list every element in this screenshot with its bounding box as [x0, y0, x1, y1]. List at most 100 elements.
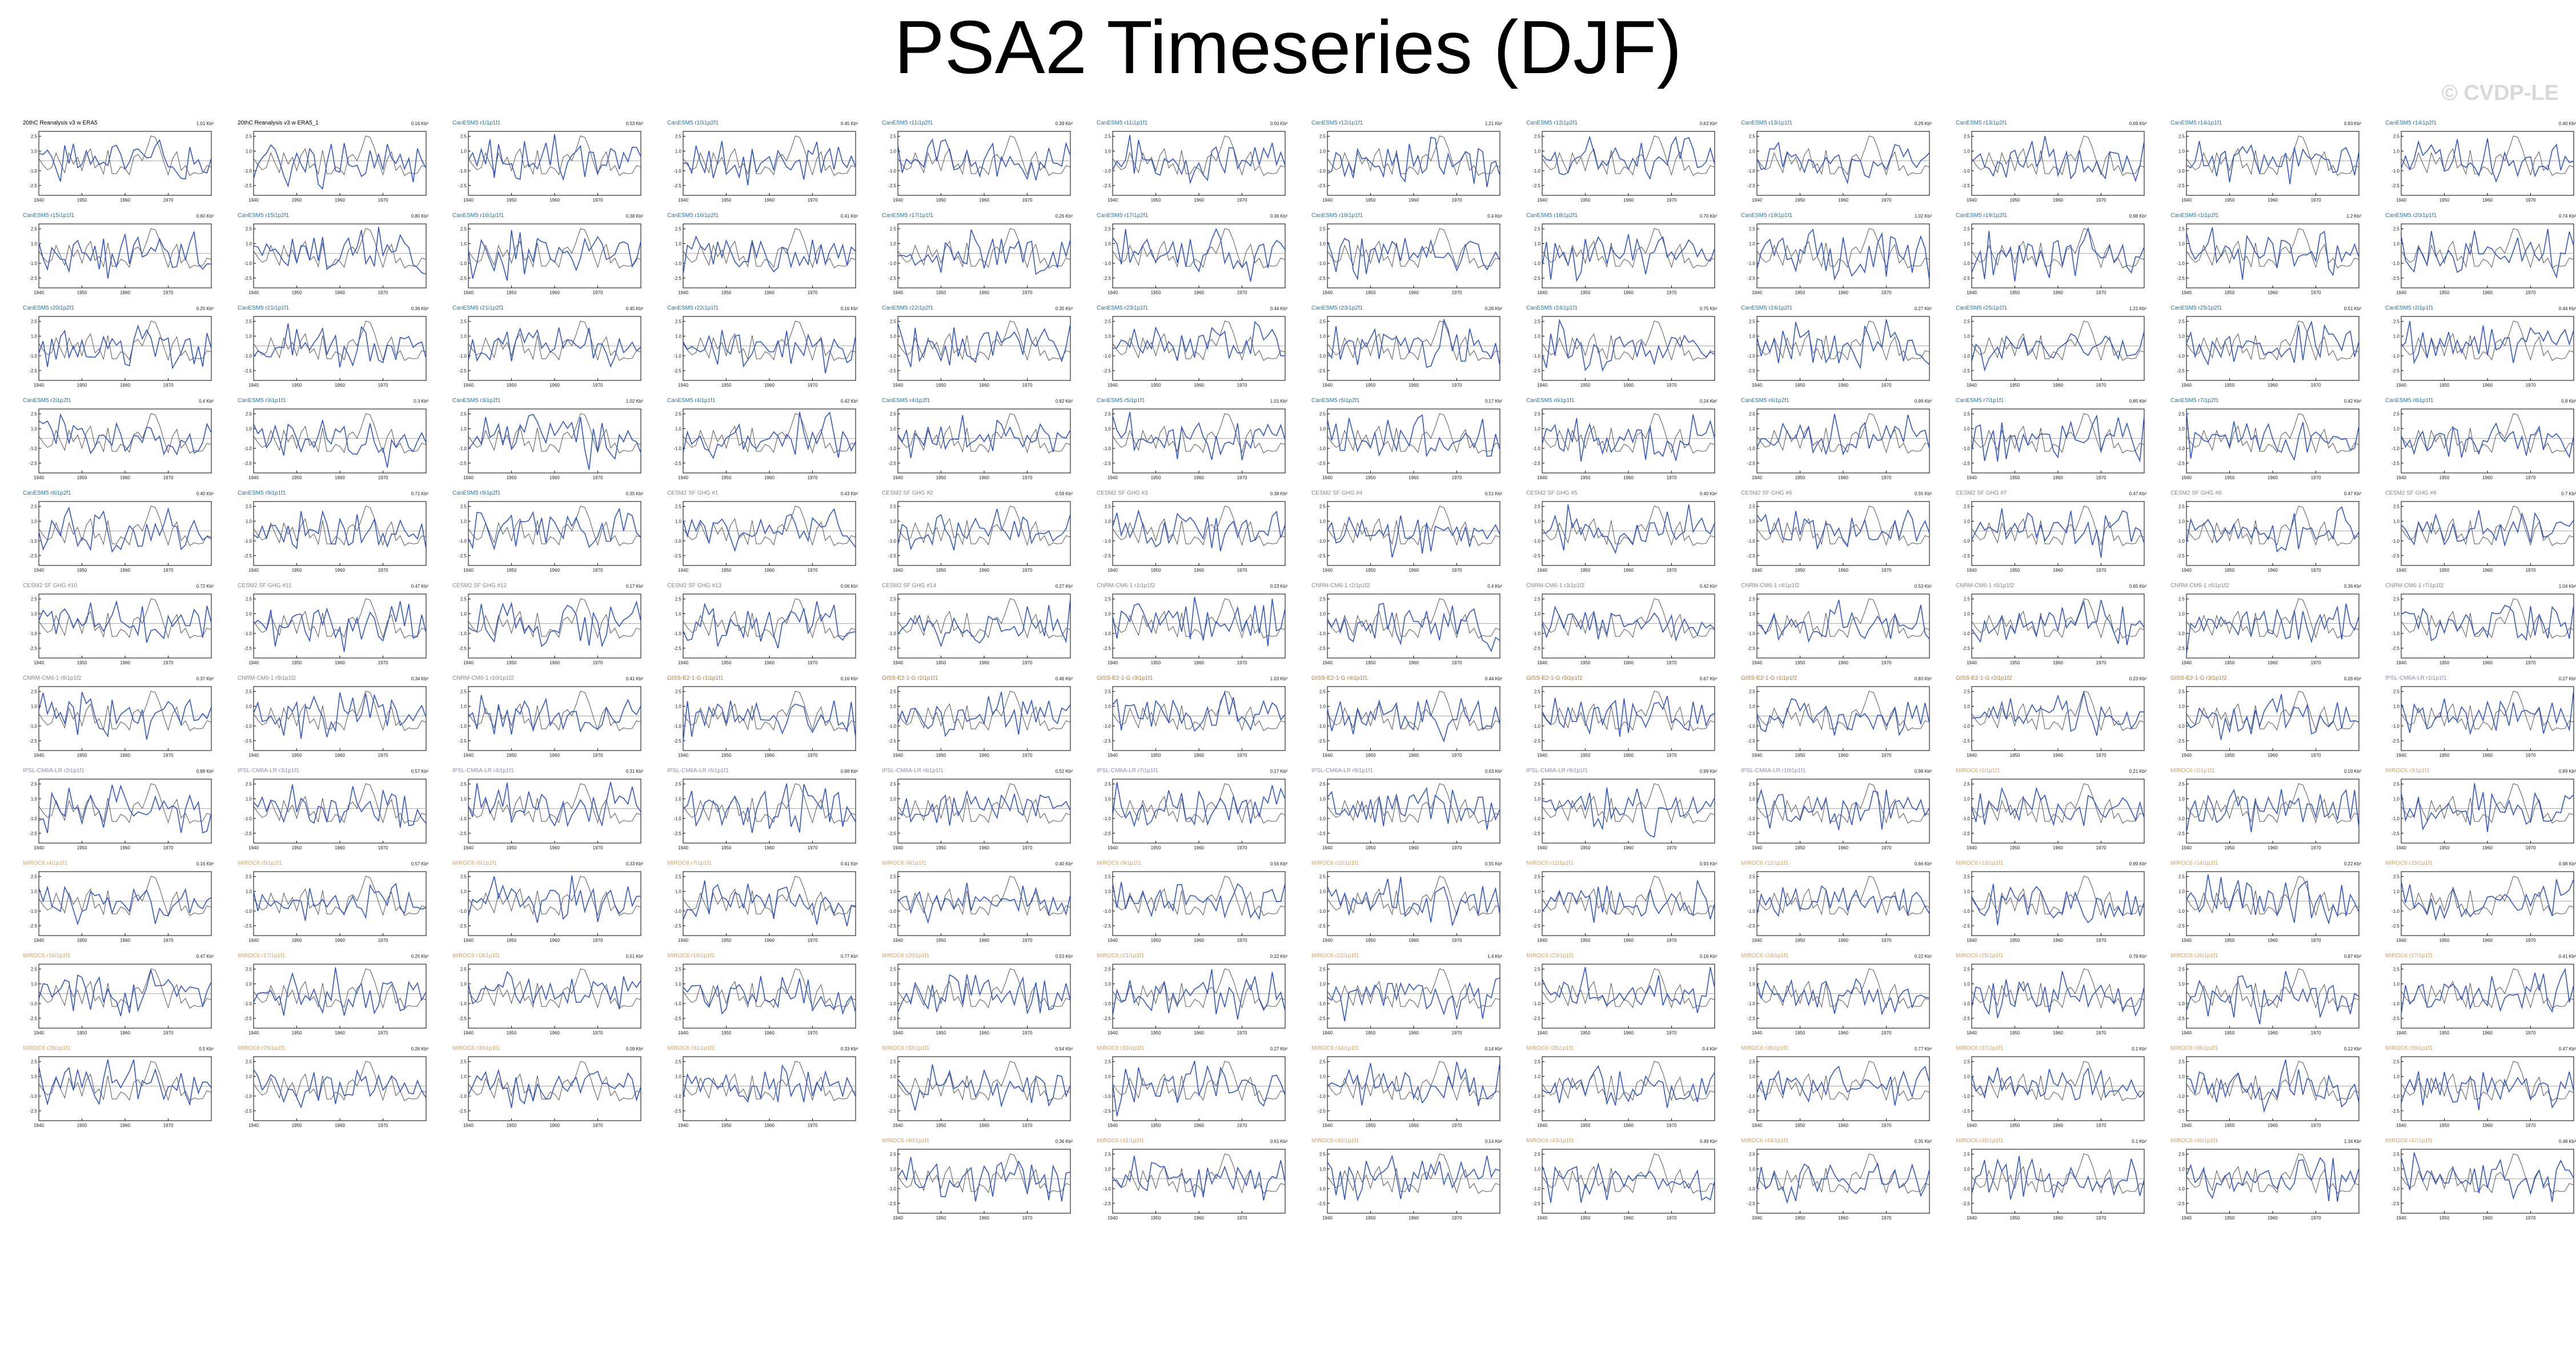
y-tick-label: 2.5 [31, 504, 38, 509]
model-series-line [468, 507, 641, 551]
y-tick-label: 2.5 [246, 504, 252, 509]
y-tick-label: 1.0 [2393, 1166, 2400, 1172]
x-tick-label: 1950 [1366, 568, 1376, 573]
y-tick-label: -1.0 [29, 261, 37, 266]
observed-series-line [1542, 320, 1715, 361]
x-tick-label: 1950 [721, 383, 732, 388]
y-tick-label: -2.5 [1318, 831, 1326, 836]
panel-title: MIROC6 r31i1p1f1 [667, 1045, 715, 1052]
y-tick-label: 2.5 [1105, 1152, 1112, 1157]
y-tick-label: -1.0 [1532, 168, 1540, 174]
panel-std: 0.77 Kb² [1914, 1046, 1932, 1052]
y-tick-label: -1.0 [1103, 354, 1111, 359]
x-tick-label: 1940 [1967, 568, 1977, 573]
chart-panel: CanESM5 r7i1p2f1 0.42 Kb² 2.5 1.0 -1.0 -2.5 19… [2169, 396, 2362, 488]
model-series-line [38, 231, 212, 279]
y-tick-label: 2.5 [1534, 967, 1541, 972]
panel-std: 0.44 Kb² [1484, 676, 1502, 681]
x-tick-label: 1950 [2010, 1215, 2020, 1221]
plot-frame [1327, 1056, 1500, 1121]
panel-title: CanESM5 r13i1p1f1 [1741, 120, 1793, 126]
panel-std: 0.36 Kb² [2344, 584, 2361, 589]
y-tick-label: -2.5 [1318, 739, 1326, 744]
model-series-line [468, 414, 641, 470]
x-tick-label: 1940 [1752, 475, 1762, 480]
observed-series-line [1971, 876, 2145, 916]
x-tick-label: 1960 [979, 1215, 989, 1221]
x-tick-label: 1970 [1237, 1030, 1247, 1036]
y-tick-label: -1.0 [2177, 909, 2185, 914]
x-tick-label: 1940 [893, 1123, 903, 1128]
chart-panel: IPSL-CM6A-LR r3i1p1f1 0.57 Kb² 2.5 1.0 -1.0-… [236, 767, 430, 858]
observed-series-line [468, 876, 641, 916]
model-series-line [683, 1064, 856, 1103]
y-tick-label: 2.5 [675, 412, 682, 417]
x-tick-label: 1940 [1322, 198, 1333, 203]
panel-title: CNRM-CM6-1 r3i1p1f2 [1526, 583, 1585, 589]
panel-std: 0.19 Kb² [2344, 769, 2361, 774]
plot-frame [1327, 593, 1500, 659]
y-tick-label: -2.5 [1962, 368, 1970, 374]
chart-panel: CNRM-CM6-1 r2i1p1f2 0.4 Kb² 2.5 1.0 -1.0 -2.5… [1310, 581, 1503, 673]
y-tick-label: -1.0 [1962, 1186, 1970, 1191]
x-tick-label: 1940 [1108, 660, 1118, 665]
chart-panel: MIROC6 r11i1p1f1 0.93 Kb² 2.5 1.0 -1.0 -2.5 19… [1525, 859, 1718, 950]
x-tick-label: 1940 [463, 1030, 474, 1036]
y-tick-label: -2.5 [888, 183, 896, 188]
y-tick-label: 1.0 [2393, 889, 2400, 894]
panel-std: 0.45 Kb² [625, 306, 643, 311]
x-tick-label: 1970 [2096, 290, 2106, 295]
x-tick-label: 1950 [2010, 1030, 2020, 1036]
chart-panel: CESM2 SF GHG #11 0.47 Kb² 2.5 1.0 -1.0 -2.5 19… [236, 581, 430, 673]
plot-frame [897, 223, 1071, 288]
observed-series-line [253, 691, 427, 731]
y-tick-label: 2.5 [1964, 967, 1971, 972]
panel-title: CESM2 SF GHG #7 [1956, 490, 2007, 496]
y-tick-label: -1.0 [1747, 1094, 1755, 1099]
panel-std: 0.38 Kb² [625, 214, 643, 219]
observed-series-line [1542, 876, 1715, 916]
model-series-line [1112, 882, 1286, 920]
x-tick-label: 1950 [77, 290, 87, 295]
x-tick-label: 1960 [549, 845, 560, 850]
chart-panel: IPSL-CM6A-LR r1i1p1f1 0.27 Kb² 2.5 1.0 -1.0-… [2384, 674, 2576, 765]
y-tick-label: 1.0 [31, 611, 38, 616]
x-tick-label: 1970 [808, 938, 818, 943]
y-tick-label: -2.5 [1532, 646, 1540, 651]
y-tick-label: -2.5 [1103, 646, 1111, 651]
observed-series-line [897, 228, 1071, 268]
y-tick-label: -1.0 [244, 724, 252, 729]
y-tick-label: -2.5 [244, 1016, 252, 1021]
x-tick-label: 1940 [2181, 568, 2192, 573]
model-series-line [1112, 1061, 1286, 1117]
plot-frame [38, 871, 212, 936]
plot-frame [1971, 964, 2145, 1029]
x-tick-label: 1950 [721, 660, 732, 665]
panel-title: MIROC6 r17i1p1f1 [238, 953, 286, 959]
model-series-line [2401, 510, 2574, 547]
model-series-line [38, 600, 212, 643]
y-tick-label: -1.0 [2392, 1094, 2400, 1099]
y-tick-label: 2.5 [890, 134, 897, 139]
y-tick-label: -2.5 [1532, 368, 1540, 374]
chart-panel: CESM2 SF GHG #4 0.51 Kb² 2.5 1.0 -1.0 -2.5 194… [1310, 489, 1503, 580]
x-tick-label: 1950 [1795, 753, 1805, 758]
y-tick-label: -2.5 [459, 183, 467, 188]
panel-std: 0.09 Kb² [625, 1046, 643, 1052]
x-tick-label: 1970 [2096, 475, 2106, 480]
x-tick-label: 1960 [2482, 938, 2493, 943]
y-tick-label: -2.5 [29, 183, 37, 188]
y-tick-label: 2.5 [31, 782, 38, 787]
y-tick-label: 1.0 [2178, 334, 2185, 339]
x-tick-label: 1960 [2268, 1123, 2278, 1128]
panel-std: 0.44 Kb² [2558, 306, 2576, 311]
x-tick-label: 1940 [678, 1030, 688, 1036]
